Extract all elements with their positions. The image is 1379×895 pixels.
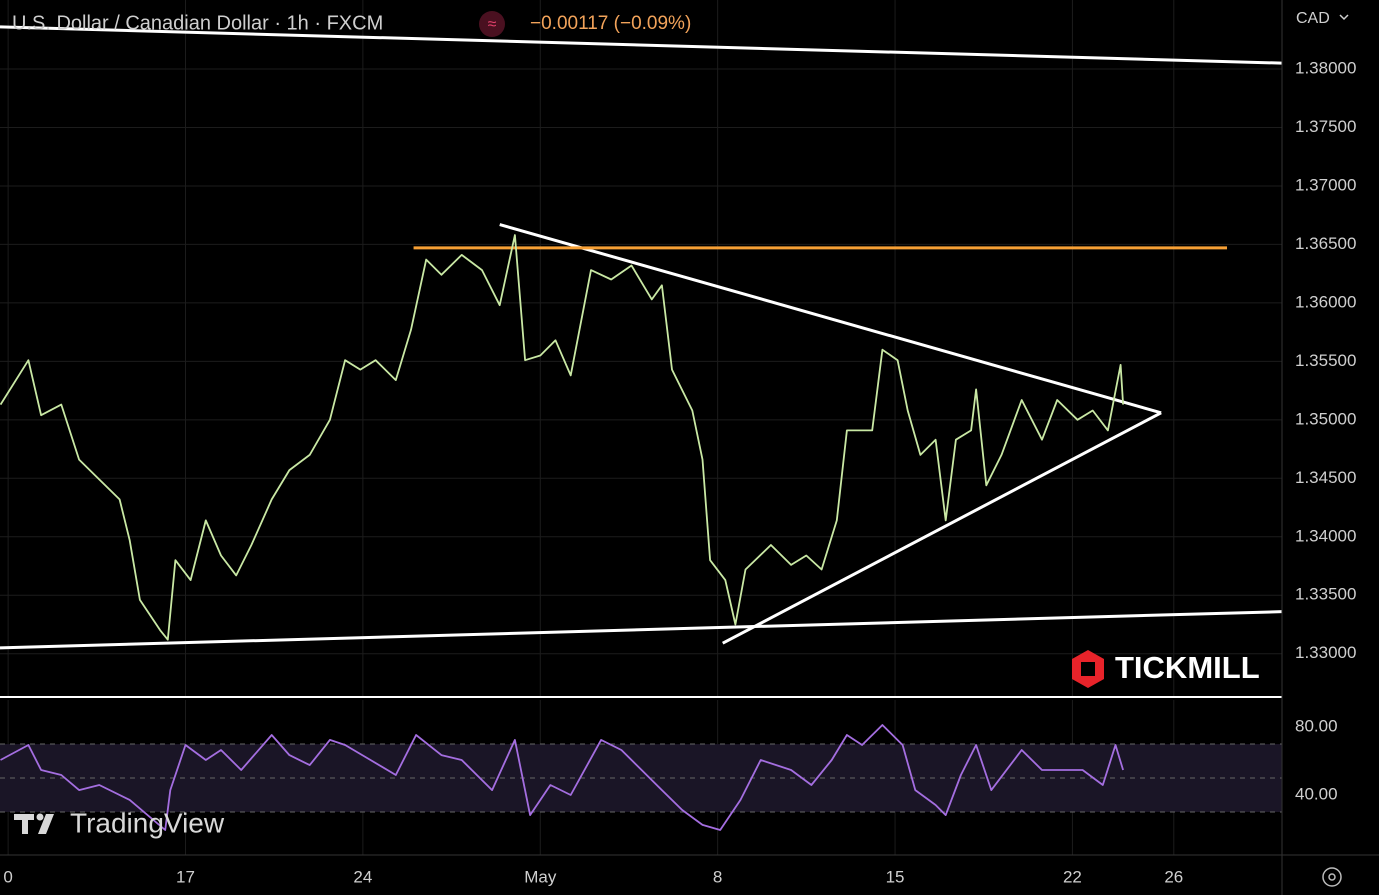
x-tick-label: 15	[886, 867, 905, 886]
broker-logo	[1072, 650, 1104, 688]
settings-button[interactable]	[1322, 867, 1342, 887]
y-tick-label: 80.00	[1295, 717, 1338, 736]
y-tick-label: 1.37000	[1295, 175, 1356, 194]
symbol-title: U.S. Dollar / Canadian Dollar · 1h · FXC…	[12, 12, 383, 34]
broker-logo-cut	[1081, 662, 1095, 676]
x-tick-label: May	[524, 867, 557, 886]
series-line	[0, 724, 1124, 831]
platform-logo	[14, 813, 54, 834]
trend-line	[722, 411, 1162, 645]
currency-caret	[1339, 14, 1349, 21]
trend-line	[0, 610, 1283, 650]
trend-line	[499, 223, 1162, 415]
platform-watermark: TradingView	[70, 807, 225, 838]
x-tick-label: 24	[353, 867, 372, 886]
y-tick-label: 40.00	[1295, 784, 1338, 803]
platform-logo-slash	[38, 814, 54, 834]
y-tick-label: 1.36500	[1295, 234, 1356, 253]
y-tick-label: 1.37500	[1295, 117, 1356, 136]
x-tick-label: 26	[1164, 867, 1183, 886]
settings-button-center	[1328, 873, 1336, 881]
y-tick-label: 1.36000	[1295, 292, 1356, 311]
y-tick-label: 1.33500	[1295, 585, 1356, 604]
x-tick-label: 0	[3, 867, 12, 886]
labels: 0 17 24 May 8 15 22 26 1.33000 1.33500 1.34000 1.34…	[3, 58, 1356, 886]
y-tick-label: 1.33000	[1295, 643, 1356, 662]
trend-line	[0, 25, 1283, 65]
platform-logo-stem	[22, 814, 28, 834]
x-tick-label: 22	[1063, 867, 1082, 886]
y-tick-label: 1.34500	[1295, 468, 1356, 487]
y-tick-label: 1.38000	[1295, 58, 1356, 77]
broker-watermark: TICKMILL	[1115, 650, 1260, 685]
x-tick-label: 17	[176, 867, 195, 886]
indicator-icon[interactable]	[479, 11, 505, 37]
indicator-icon-glyph: ≈	[488, 16, 497, 33]
x-tick-label: 8	[713, 867, 722, 886]
y-tick-label: 1.35500	[1295, 351, 1356, 370]
price-change: −0.00117 (−0.09%)	[530, 13, 691, 34]
currency-selector[interactable]: CAD	[1296, 10, 1330, 27]
plot	[0, 25, 1283, 831]
series-line	[0, 234, 1124, 641]
y-tick-label: 1.34000	[1295, 526, 1356, 545]
y-tick-label: 1.35000	[1295, 409, 1356, 428]
platform-logo-dot	[36, 813, 44, 821]
